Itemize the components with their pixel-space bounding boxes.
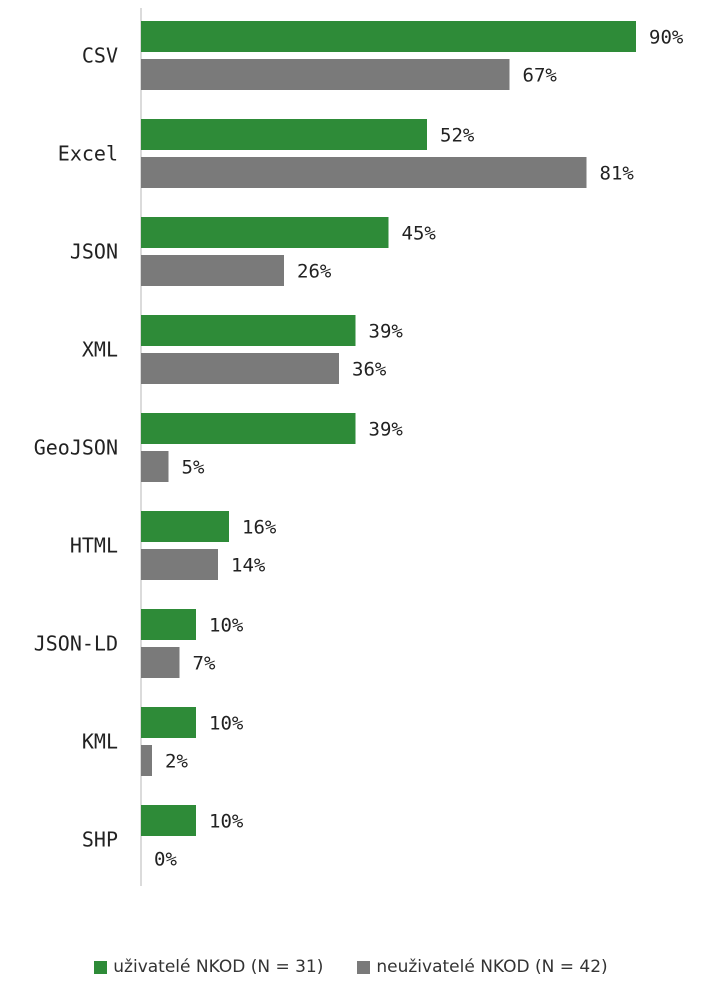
data-label: 10% bbox=[209, 615, 244, 637]
legend-swatch-users bbox=[94, 961, 107, 974]
data-label: 39% bbox=[369, 419, 404, 441]
bar-users bbox=[141, 413, 356, 444]
category-label: SHP bbox=[82, 828, 118, 852]
bar-users bbox=[141, 119, 427, 150]
bar-nonusers bbox=[141, 157, 587, 188]
category-label: Excel bbox=[58, 142, 118, 166]
bar-users bbox=[141, 805, 196, 836]
data-label: 36% bbox=[352, 359, 387, 381]
legend-label-users: uživatelé NKOD (N = 31) bbox=[113, 957, 323, 977]
category-label: HTML bbox=[70, 534, 118, 558]
data-label: 0% bbox=[154, 849, 177, 871]
data-label: 39% bbox=[369, 321, 404, 343]
data-label: 52% bbox=[440, 125, 475, 147]
category-label: JSON bbox=[70, 240, 118, 264]
bar-users bbox=[141, 21, 636, 52]
bar-nonusers bbox=[141, 451, 169, 482]
data-label: 5% bbox=[182, 457, 205, 479]
data-label: 45% bbox=[402, 223, 437, 245]
bar-nonusers bbox=[141, 745, 152, 776]
data-label: 14% bbox=[231, 555, 266, 577]
bar-nonusers bbox=[141, 549, 218, 580]
data-label: 2% bbox=[165, 751, 188, 773]
bar-users bbox=[141, 511, 229, 542]
bar-nonusers bbox=[141, 353, 339, 384]
data-label: 10% bbox=[209, 713, 244, 735]
category-label: XML bbox=[82, 338, 118, 362]
bar-users bbox=[141, 609, 196, 640]
bar-chart: CSVExcelJSONXMLGeoJSONHTMLJSON-LDKMLSHP … bbox=[0, 0, 702, 940]
legend: uživatelé NKOD (N = 31) neuživatelé NKOD… bbox=[0, 957, 702, 977]
category-label: JSON-LD bbox=[34, 632, 118, 656]
category-labels: CSV Excel JSON XML GeoJSON HTML JSON-LD KML SHP bbox=[34, 44, 118, 852]
data-labels: 90% 67% 52% 81% 45% 26% 39% 36% 39% 5% 16% 14% 10% 7%… bbox=[154, 27, 684, 871]
legend-label-nonusers: neuživatelé NKOD (N = 42) bbox=[376, 957, 607, 977]
category-label: GeoJSON bbox=[34, 436, 118, 460]
bar-nonusers bbox=[141, 59, 510, 90]
bar-nonusers bbox=[141, 647, 180, 678]
data-label: 26% bbox=[297, 261, 332, 283]
bar-nonusers bbox=[141, 255, 284, 286]
bar-users bbox=[141, 315, 356, 346]
category-label: KML bbox=[82, 730, 118, 754]
data-label: 10% bbox=[209, 811, 244, 833]
bar-users bbox=[141, 217, 389, 248]
data-label: 16% bbox=[242, 517, 277, 539]
legend-item-users: uživatelé NKOD (N = 31) bbox=[94, 957, 323, 977]
legend-item-nonusers: neuživatelé NKOD (N = 42) bbox=[357, 957, 607, 977]
data-label: 90% bbox=[649, 27, 684, 49]
data-label: 81% bbox=[600, 163, 635, 185]
legend-swatch-nonusers bbox=[357, 961, 370, 974]
bar-users bbox=[141, 707, 196, 738]
data-label: 67% bbox=[523, 65, 558, 87]
data-label: 7% bbox=[193, 653, 216, 675]
category-label: CSV bbox=[82, 44, 118, 68]
